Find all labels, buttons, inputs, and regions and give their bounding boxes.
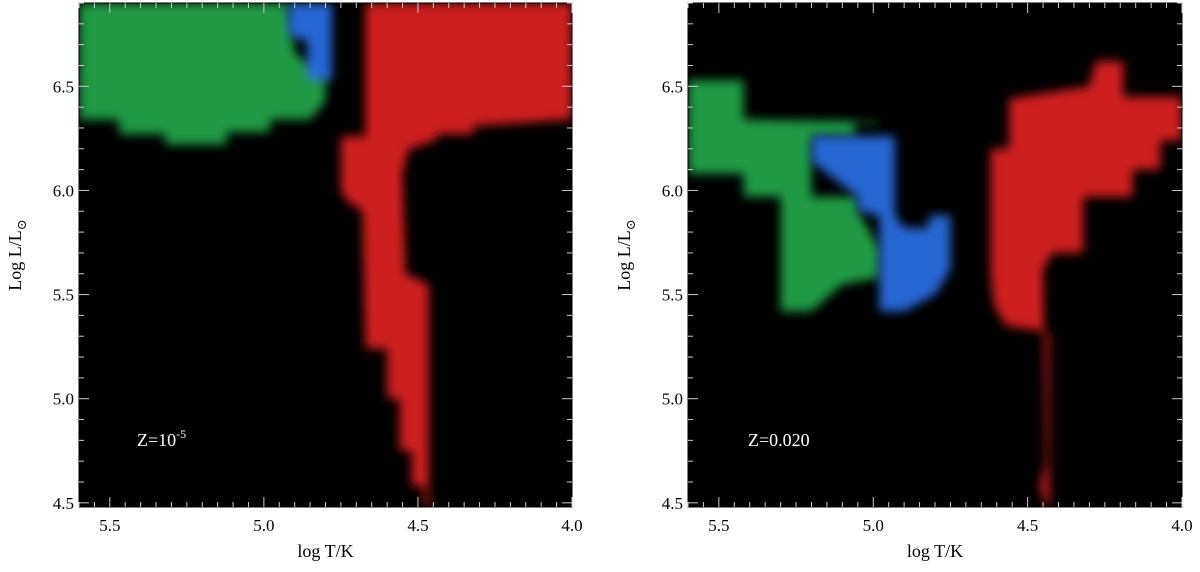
region-blue [288, 3, 332, 81]
region-blue [811, 136, 951, 312]
y-axis-title-main: Log L/L [614, 230, 634, 291]
metallicity-annotation: Z=0.020 [748, 430, 810, 450]
y-axis-title-sun: ⊙ [14, 219, 29, 230]
y-axis-title-main: Log L/L [5, 230, 25, 291]
x-tick-label: 4.0 [1171, 516, 1192, 535]
x-tick-label: 5.0 [253, 516, 274, 535]
y-tick-label: 5.0 [662, 390, 683, 409]
x-axis-title: log T/K [297, 541, 353, 561]
y-tick-label: 4.5 [53, 494, 74, 513]
x-axis-title: log T/K [907, 541, 963, 561]
x-tick-label: 5.5 [99, 516, 120, 535]
y-tick-label: 5.0 [53, 390, 74, 409]
x-tick-label: 4.5 [407, 516, 428, 535]
y-axis-title: Log L/L⊙ [614, 219, 638, 290]
region-red [340, 3, 572, 507]
panel-2: 5.5 5.0 4.5 4.0 4.5 5.0 5.5 6.0 6.5 log T/K Log L/… [614, 2, 1193, 561]
region-green [79, 3, 326, 145]
region-red [990, 61, 1182, 507]
metallicity-exponent: -5 [176, 427, 186, 441]
y-tick-label: 6.0 [662, 181, 683, 200]
y-tick-label: 5.5 [53, 286, 74, 305]
region-green [688, 80, 880, 312]
y-tick-label: 6.5 [53, 77, 74, 96]
x-tick-label: 4.5 [1017, 516, 1038, 535]
y-tick-label: 5.5 [662, 286, 683, 305]
x-tick-label: 4.0 [561, 516, 582, 535]
y-axis-title-sun: ⊙ [623, 219, 638, 230]
y-tick-label: 4.5 [662, 494, 683, 513]
y-tick-label: 6.5 [662, 77, 683, 96]
panel-1: 5.5 5.0 4.5 4.0 4.5 5.0 5.5 6.0 6.5 log T/K Log L/… [5, 2, 583, 561]
y-axis-title: Log L/L⊙ [5, 219, 29, 290]
x-tick-label: 5.5 [708, 516, 729, 535]
metallicity-annotation: Z=10-5 [137, 427, 186, 450]
x-tick-label: 5.0 [863, 516, 884, 535]
y-tick-label: 6.0 [53, 181, 74, 200]
